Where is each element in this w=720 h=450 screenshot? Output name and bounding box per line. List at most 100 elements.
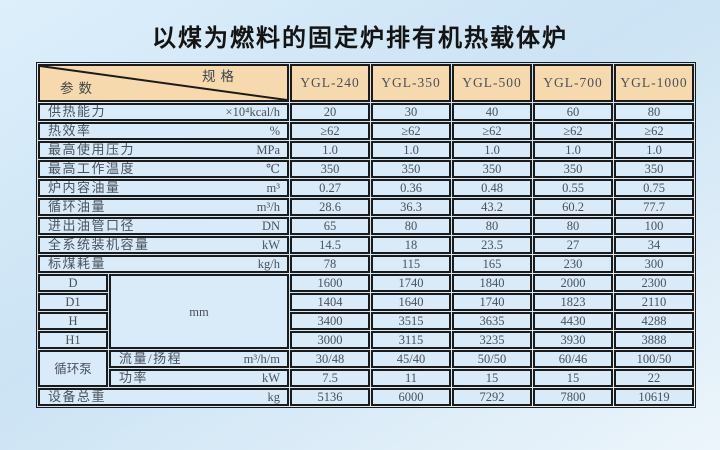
dimension-row-d: D mm 1600 1740 1840 2000 2300 <box>38 274 694 349</box>
row-label-cell: 全系统装机容量 kW <box>38 236 289 254</box>
row-label-cell: 热效率 % <box>38 122 289 140</box>
column-header-ygl-240: YGL-240 <box>290 64 370 102</box>
value-cell: 1640 <box>371 293 451 311</box>
row-unit: kg/h <box>257 257 280 271</box>
pump-row-flow-head: 循环泵 流量/扬程 m³/h/m 30/48 45/40 50/50 60/46… <box>38 350 694 387</box>
value-cell: 80 <box>452 217 532 235</box>
value-cell: 1823 <box>533 293 613 311</box>
dimension-label: D1 <box>38 293 108 311</box>
value-cell: 100 <box>614 217 694 235</box>
row-label: 供热能力 <box>48 104 107 119</box>
row-label: 循环油量 <box>48 199 107 214</box>
pump-label-cell: 循环泵 <box>38 350 108 387</box>
header-row: 规格 参数 YGL-240 YGL-350 YGL-500 YGL-700 YG… <box>38 64 694 102</box>
value-cell: 3115 <box>371 331 451 349</box>
dimension-label: H <box>38 312 108 330</box>
value-cell: 1404 <box>290 293 370 311</box>
value-cell: 50/50 <box>452 350 532 368</box>
spec-row-pipe-diameter: 进出油管口径 DN 65 80 80 80 100 <box>38 217 694 235</box>
spec-row-circulating-oil: 循环油量 m³/h 28.6 36.3 43.2 60.2 77.7 <box>38 198 694 216</box>
value-cell: 14.5 <box>290 236 370 254</box>
value-cell: 350 <box>290 160 370 178</box>
value-cell: 1.0 <box>371 141 451 159</box>
row-unit: DN <box>261 219 280 233</box>
column-header-ygl-350: YGL-350 <box>371 64 451 102</box>
pump-row-power: 功率 kW 7.5 11 15 15 22 <box>38 369 694 387</box>
row-label-cell: 炉内容油量 m³ <box>38 179 289 197</box>
value-cell: 65 <box>290 217 370 235</box>
value-cell: 10619 <box>614 388 694 406</box>
value-cell: 1600 <box>290 274 370 292</box>
dimension-unit-cell: mm <box>109 274 289 349</box>
value-cell: 34 <box>614 236 694 254</box>
row-label-cell: 供热能力 ×10⁴kcal/h <box>38 103 289 121</box>
spec-row-max-temperature: 最高工作温度 ℃ 350 350 350 350 350 <box>38 160 694 178</box>
row-unit: ℃ <box>266 162 280 176</box>
value-cell: 2000 <box>533 274 613 292</box>
value-cell: 165 <box>452 255 532 273</box>
dimension-label: H1 <box>38 331 108 349</box>
value-cell: 2110 <box>614 293 694 311</box>
row-label: 炉内容油量 <box>48 180 121 195</box>
value-cell: 77.7 <box>614 198 694 216</box>
row-unit: kW <box>261 371 280 385</box>
value-cell: 3515 <box>371 312 451 330</box>
value-cell: 0.55 <box>533 179 613 197</box>
row-label: 最高使用压力 <box>48 142 136 157</box>
value-cell: 40 <box>452 103 532 121</box>
value-cell: 30/48 <box>290 350 370 368</box>
value-cell: 22 <box>614 369 694 387</box>
dimension-label: D <box>38 274 108 292</box>
value-cell: 0.48 <box>452 179 532 197</box>
value-cell: 7800 <box>533 388 613 406</box>
value-cell: 5136 <box>290 388 370 406</box>
value-cell: 20 <box>290 103 370 121</box>
value-cell: 60 <box>533 103 613 121</box>
spec-row-installed-capacity: 全系统装机容量 kW 14.5 18 23.5 27 34 <box>38 236 694 254</box>
value-cell: 11 <box>371 369 451 387</box>
diagonal-divider-line <box>40 66 287 100</box>
row-label: 最高工作温度 <box>48 161 136 176</box>
row-label: 热效率 <box>48 123 92 138</box>
value-cell: 3930 <box>533 331 613 349</box>
value-cell: 43.2 <box>452 198 532 216</box>
value-cell: 27 <box>533 236 613 254</box>
row-unit: ×10⁴kcal/h <box>225 105 280 119</box>
value-cell: 1740 <box>371 274 451 292</box>
row-label-cell: 最高使用压力 MPa <box>38 141 289 159</box>
row-label-cell: 循环油量 m³/h <box>38 198 289 216</box>
value-cell: 80 <box>371 217 451 235</box>
value-cell: 15 <box>452 369 532 387</box>
total-weight-row: 设备总重 kg 5136 6000 7292 7800 10619 <box>38 388 694 406</box>
spec-table: 规格 参数 YGL-240 YGL-350 YGL-500 YGL-700 YG… <box>36 62 696 408</box>
value-cell: 7.5 <box>290 369 370 387</box>
row-label: 标煤耗量 <box>48 256 107 271</box>
row-label: 功率 <box>119 370 149 385</box>
row-unit: kg <box>267 390 281 404</box>
dimension-row-d1: D1 1404 1640 1740 1823 2110 <box>38 293 694 311</box>
value-cell: 1740 <box>452 293 532 311</box>
row-label: 进出油管口径 <box>48 218 136 233</box>
value-cell: 1.0 <box>533 141 613 159</box>
value-cell: 1.0 <box>614 141 694 159</box>
value-cell: ≥62 <box>533 122 613 140</box>
row-label-cell: 流量/扬程 m³/h/m <box>109 350 289 368</box>
value-cell: 3635 <box>452 312 532 330</box>
column-header-ygl-700: YGL-700 <box>533 64 613 102</box>
value-cell: 0.27 <box>290 179 370 197</box>
row-unit: m³/h <box>256 200 280 214</box>
corner-param-label: 参数 <box>60 81 97 96</box>
value-cell: 3888 <box>614 331 694 349</box>
spec-row-oil-volume: 炉内容油量 m³ 0.27 0.36 0.48 0.55 0.75 <box>38 179 694 197</box>
value-cell: 4288 <box>614 312 694 330</box>
value-cell: 3000 <box>290 331 370 349</box>
value-cell: 60/46 <box>533 350 613 368</box>
value-cell: 7292 <box>452 388 532 406</box>
column-header-ygl-1000: YGL-1000 <box>614 64 694 102</box>
value-cell: 1840 <box>452 274 532 292</box>
value-cell: 23.5 <box>452 236 532 254</box>
spec-row-thermal-efficiency: 热效率 % ≥62 ≥62 ≥62 ≥62 ≥62 <box>38 122 694 140</box>
column-header-ygl-500: YGL-500 <box>452 64 532 102</box>
value-cell: 80 <box>533 217 613 235</box>
